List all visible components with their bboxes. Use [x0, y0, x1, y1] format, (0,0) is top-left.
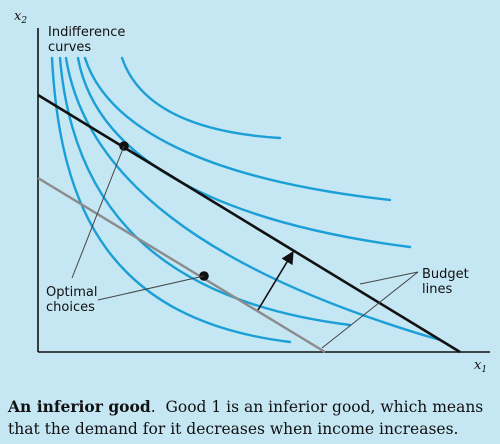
indifference-curve-4 [76, 56, 412, 249]
caption-body: Good 1 is an inferior good, which means … [8, 398, 484, 438]
leader-lines [71, 145, 419, 349]
indifference-curve-1 [50, 56, 292, 344]
x-axis-label: x1 [474, 358, 487, 375]
indifference-curves-label: Indifference curves [48, 25, 129, 55]
figure-caption: An inferior good. Good 1 is an inferior … [8, 396, 496, 440]
leader-budget-high [359, 271, 419, 285]
y-axis-label: x2 [14, 9, 27, 26]
inferior-good-diagram: x2 x1 Indifference curves Optimal choice… [14, 9, 490, 375]
budget-line-high-income [37, 93, 461, 354]
indifference-curve-5 [83, 56, 392, 202]
leader-optimal-high [71, 145, 125, 279]
indifference-curve-2 [58, 56, 352, 327]
budget-lines-label: Budget lines [422, 267, 473, 297]
caption-title: An inferior good [8, 397, 151, 416]
indifference-curve-6 [120, 56, 282, 140]
indifference-curves [50, 56, 442, 344]
leader-optimal-low [97, 275, 205, 301]
budget-line-low-income [37, 176, 326, 354]
optimal-choices-label: Optimal choices [46, 285, 102, 315]
caption-title-period: . [150, 398, 156, 416]
leader-budget-low [321, 271, 419, 349]
indifference-curve-3 [64, 56, 442, 342]
income-shift-arrow [257, 250, 294, 311]
